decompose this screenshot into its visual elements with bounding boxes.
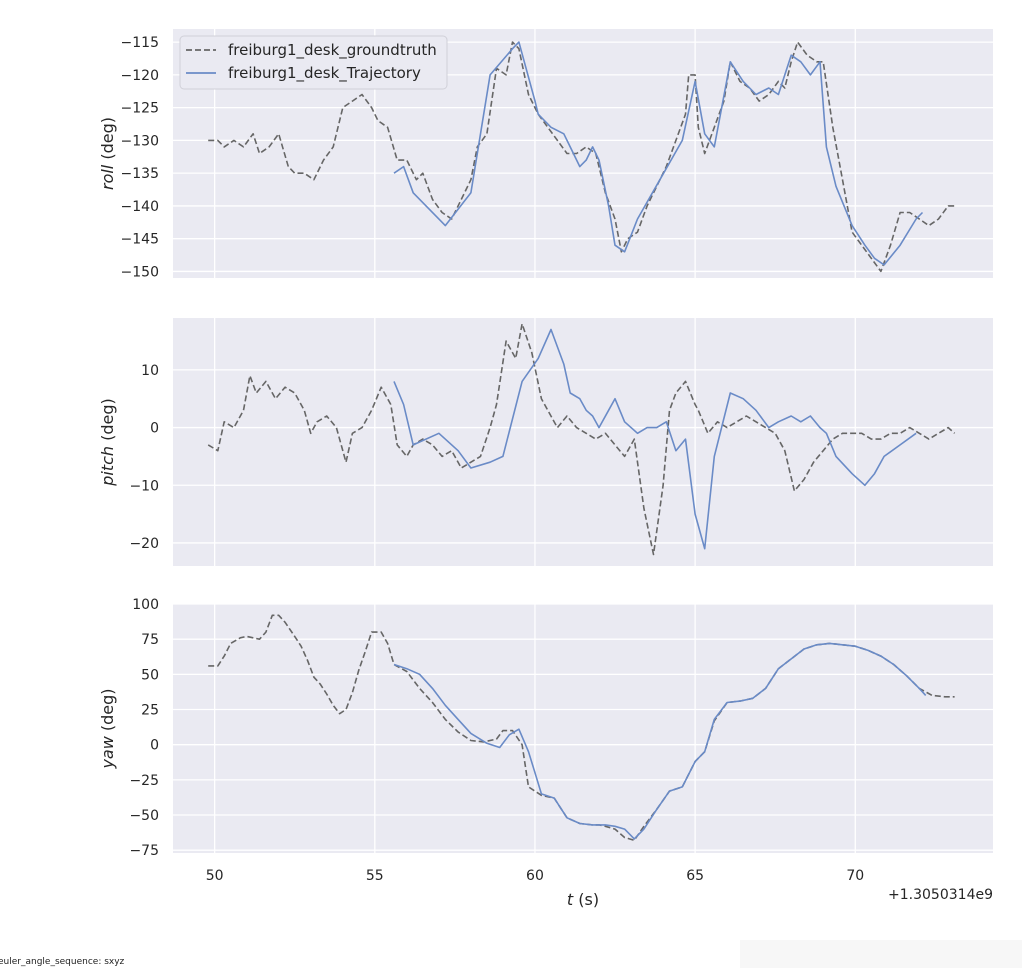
y-axis-label: pitch (deg) (98, 398, 117, 487)
y-tick-label: −10 (129, 478, 159, 494)
y-tick-label: −125 (121, 101, 159, 117)
subplot-roll: −115 −120 −125 −130 −135 −140 −145 −150 roll (de… (98, 29, 993, 280)
y-tick-label: −75 (129, 843, 159, 859)
series-line-trajectory (393, 328, 917, 550)
footnote-text: euler_angle_sequence: sxyz (0, 957, 125, 967)
corner-panel (740, 940, 1022, 968)
x-tick-label: 70 (846, 868, 864, 884)
x-tick-label: 55 (366, 868, 384, 884)
subplot-pitch: 10 0 −10 −20 pitch (deg) (98, 318, 993, 566)
y-tick-label: −50 (129, 808, 159, 824)
y-axis-label: yaw (deg) (98, 688, 117, 769)
y-tick-label: −135 (121, 166, 159, 182)
plot-background (173, 318, 993, 566)
y-tick-label: 0 (150, 421, 159, 437)
y-tick-label: −120 (121, 68, 159, 84)
x-tick-label: 60 (526, 868, 544, 884)
y-tick-label: −140 (121, 199, 159, 215)
y-axis-label: roll (deg) (98, 117, 117, 190)
legend: freiburg1_desk_groundtruth freiburg1_desk… (179, 35, 448, 90)
x-offset-text: +1.3050314e9 (888, 887, 993, 903)
series-line-groundtruth (207, 322, 956, 556)
x-axis-label: t (s) (567, 890, 599, 909)
series-line-trajectory (393, 642, 927, 840)
y-tick-label: −115 (121, 35, 159, 51)
y-tick-label: −130 (121, 133, 159, 149)
y-tick-label: 100 (132, 597, 159, 613)
series-line-trajectory (393, 41, 924, 266)
y-tick-label: 50 (141, 667, 159, 683)
series-line-groundtruth (208, 614, 955, 842)
y-tick-label: 0 (150, 738, 159, 754)
y-tick-label: 25 (141, 703, 159, 719)
y-tick-label: 75 (141, 632, 159, 648)
y-tick-label: −145 (121, 232, 159, 248)
y-tick-label: −150 (121, 264, 159, 280)
legend-frame (179, 35, 448, 90)
legend-label: freiburg1_desk_groundtruth (228, 41, 437, 60)
y-tick-label: 10 (141, 363, 159, 379)
x-tick-label: 50 (206, 868, 224, 884)
y-tick-label: −20 (129, 536, 159, 552)
x-tick-label: 65 (686, 868, 704, 884)
y-tick-label: −25 (129, 773, 159, 789)
plot-background (173, 604, 993, 853)
legend-label: freiburg1_desk_Trajectory (228, 64, 421, 83)
subplot-yaw: 100 75 50 25 0 −25 −50 −75 yaw (deg) (98, 597, 993, 859)
